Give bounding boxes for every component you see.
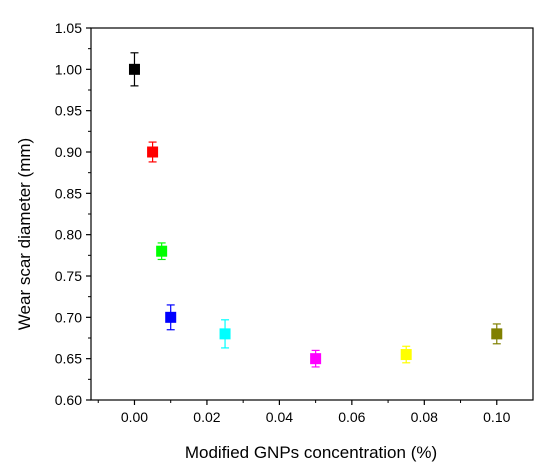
x-tick-label: 0.06 [338, 409, 365, 425]
data-point [219, 319, 231, 349]
y-axis-title: Wear scar diameter (mm) [15, 138, 34, 330]
x-tick-label: 0.04 [266, 409, 293, 425]
square-marker [491, 328, 503, 340]
square-marker [219, 328, 231, 340]
x-tick-label: 0.08 [411, 409, 438, 425]
y-tick-label: 0.75 [55, 268, 82, 284]
data-points [128, 52, 503, 368]
y-tick-label: 0.95 [55, 103, 82, 119]
y-tick-label: 0.70 [55, 309, 82, 325]
axes [90, 27, 534, 401]
square-marker [128, 63, 140, 75]
data-point [400, 345, 412, 364]
y-tick-label: 0.90 [55, 144, 82, 160]
data-point [310, 349, 322, 368]
data-point [165, 304, 177, 331]
square-marker [310, 353, 322, 365]
x-axis-title: Modified GNPs concentration (%) [185, 443, 437, 462]
square-marker [156, 245, 168, 257]
square-marker [400, 349, 412, 361]
y-tick-label: 0.60 [55, 392, 82, 408]
x-tick-label: 0.02 [193, 409, 220, 425]
y-tick-label: 1.00 [55, 61, 82, 77]
y-tick-label: 0.85 [55, 185, 82, 201]
y-tick-label: 1.05 [55, 20, 82, 36]
square-marker [147, 146, 159, 158]
ticks: 0.60 0.65 0.70 0.75 0.80 0.85 0.90 0.95 1.00 1.05… [55, 20, 511, 425]
x-tick-label: 0.00 [121, 409, 148, 425]
x-tick-label: 0.10 [483, 409, 510, 425]
data-point [491, 323, 503, 345]
data-point [147, 141, 159, 163]
y-tick-label: 0.80 [55, 227, 82, 243]
data-point [128, 52, 140, 87]
data-point [156, 242, 168, 261]
square-marker [165, 311, 177, 323]
y-tick-label: 0.65 [55, 351, 82, 367]
plot-frame [90, 27, 534, 401]
